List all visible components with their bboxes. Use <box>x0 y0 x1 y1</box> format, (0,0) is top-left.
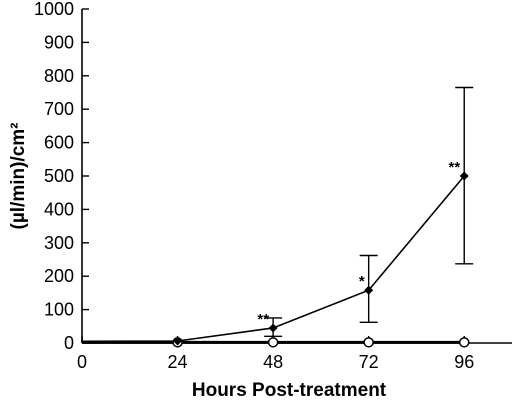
y-tick-label: 400 <box>44 199 74 219</box>
x-tick-label: 48 <box>263 352 283 372</box>
open-circle-point <box>363 337 374 348</box>
diamond-point <box>173 336 183 346</box>
x-axis-title: Hours Post-treatment <box>192 380 387 401</box>
diamond-point <box>364 285 374 295</box>
y-tick-label: 700 <box>44 99 74 119</box>
y-tick-label: 300 <box>44 233 74 253</box>
x-tick-label: 72 <box>359 352 379 372</box>
data-series: ***** <box>81 86 474 348</box>
x-tick-label: 96 <box>454 352 474 372</box>
y-tick-label: 500 <box>44 166 74 186</box>
y-tick-label: 200 <box>44 266 74 286</box>
axes <box>81 9 512 344</box>
significance-label: * <box>359 273 365 290</box>
y-tick-label: 1000 <box>34 0 74 19</box>
diamond-point <box>459 171 469 181</box>
open-circle-point <box>458 337 470 348</box>
y-tick-label: 600 <box>44 133 74 153</box>
x-tick-label: 24 <box>168 352 188 372</box>
open-circle-point <box>267 337 279 348</box>
diamond-point <box>268 323 278 333</box>
significance-label: ** <box>257 311 269 328</box>
x-tick-label: 0 <box>77 352 87 372</box>
tick-marks: 0 100 200 300 400 500 600 700 800 900 1000 0 24 48 72 9… <box>34 0 474 372</box>
y-tick-label: 900 <box>44 32 74 52</box>
y-tick-label: 0 <box>64 333 74 353</box>
significance-label: ** <box>449 159 461 176</box>
series-line-diamond <box>81 175 465 343</box>
y-tick-label: 100 <box>44 300 74 320</box>
y-axis-title: (µl/min)/cm² <box>8 122 29 229</box>
y-tick-label: 800 <box>44 66 74 86</box>
